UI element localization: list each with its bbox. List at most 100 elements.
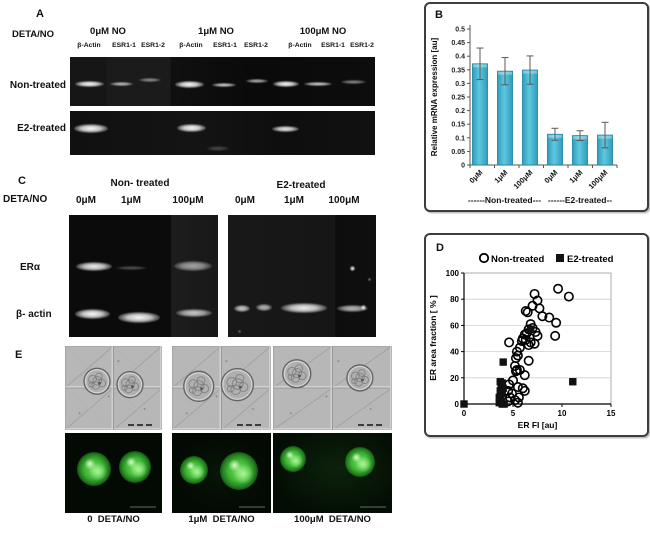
brightfield-image-1um	[172, 346, 271, 430]
svg-text:Relative mRNA expression [au]: Relative mRNA expression [au]	[430, 37, 439, 156]
svg-text:0: 0	[462, 409, 467, 418]
gel-band	[174, 261, 212, 271]
fluorescent-cell-blob	[220, 451, 259, 490]
panel-b-label: B	[435, 9, 443, 21]
er-scatter-chart: 0 20 40 60 80 100 0 5 10 15 Non-treated E2-treated E…	[428, 252, 616, 430]
svg-text:0.4: 0.4	[455, 54, 465, 61]
dose-label: 100μM	[172, 195, 204, 206]
svg-text:15: 15	[607, 409, 616, 418]
svg-text:0.45: 0.45	[451, 40, 465, 47]
fluorescence-image-1um	[172, 433, 271, 513]
gel-band	[234, 305, 250, 312]
svg-text:0.2: 0.2	[455, 108, 465, 115]
lane-label: ESR1-2	[244, 42, 268, 49]
gel-band	[139, 78, 161, 82]
svg-text:20: 20	[450, 374, 459, 383]
brightfield-image-0um	[65, 346, 162, 430]
gel-band	[361, 305, 366, 310]
panel-c-group-non-treated: Non- treated	[110, 178, 170, 189]
svg-text:0.05: 0.05	[451, 149, 465, 156]
gel-band	[350, 266, 355, 271]
row-label-beta-actin: β- actin	[16, 309, 52, 320]
gel-band	[74, 124, 108, 133]
panel-a-group-100um: 100μM NO	[299, 26, 347, 37]
mrna-bar-chart: 0 0.05 0.1 0.15 0.2 0.25 0.3 0.35 0.4 0.45 0.5 0μM 1…	[430, 25, 618, 205]
svg-text:100: 100	[446, 269, 460, 278]
fluorescent-cell-blob	[179, 455, 208, 484]
gel-band	[75, 309, 110, 319]
gel-band	[281, 303, 327, 313]
caption-0-deta-no: 0 DETA/NO	[87, 514, 140, 525]
svg-text:80: 80	[450, 295, 459, 304]
fluorescence-image-0um	[65, 433, 162, 513]
svg-text:Non-treated: Non-treated	[491, 254, 545, 265]
lane-label: β-Actin	[179, 42, 203, 49]
gel-band	[341, 80, 366, 84]
svg-text:0μM: 0μM	[542, 168, 559, 185]
panel-a-deta-no-label: DETA/NO	[12, 29, 55, 40]
fluorescent-cell-blob	[344, 446, 375, 477]
fluorescent-cell-blob	[280, 445, 307, 472]
svg-text:40: 40	[450, 348, 459, 357]
gel-image-a-non-treated	[70, 57, 375, 106]
panel-c-group-e2-treated: E2-treated	[276, 180, 326, 191]
gel-band	[76, 262, 112, 271]
gel-band	[118, 312, 160, 323]
dose-label: 0μM	[234, 195, 255, 206]
lane-label: ESR1-1	[321, 42, 345, 49]
svg-text:0.15: 0.15	[451, 122, 465, 129]
svg-text:1μM: 1μM	[492, 168, 509, 185]
dose-label: 0μM	[75, 195, 96, 206]
gel-band	[116, 266, 147, 270]
gel-band	[337, 305, 368, 312]
panel-a-group-0um: 0μM NO	[90, 26, 126, 37]
lane-label: β-Actin	[77, 42, 101, 49]
svg-text:0: 0	[455, 400, 460, 409]
caption-1um-deta-no: 1μM DETA/NO	[188, 514, 255, 525]
gel-band	[75, 81, 104, 87]
lane-label: β-Actin	[288, 42, 312, 49]
svg-text:0μM: 0μM	[467, 168, 484, 185]
fluorescent-cell-blob	[77, 452, 112, 486]
lane-label: ESR1-2	[141, 42, 165, 49]
gel-image-c-e2-treated	[228, 215, 376, 337]
panel-d-frame: D 0 20 40 60 80 100 0 5 10 15 Non-treated E2-treate…	[424, 233, 649, 437]
gel-image-a-e2-treated	[70, 111, 375, 155]
svg-text:100μM: 100μM	[587, 168, 610, 191]
svg-text:ER FI [au]: ER FI [au]	[518, 420, 558, 430]
panel-e-label: E	[15, 349, 23, 361]
gel-band	[212, 83, 236, 87]
gel-band	[368, 278, 371, 281]
gel-band	[238, 330, 241, 333]
svg-text:0: 0	[461, 163, 465, 170]
lane-label: ESR1-1	[213, 42, 237, 49]
fluorescent-cell-blob	[118, 450, 151, 483]
gel-band	[272, 126, 299, 132]
gel-band	[207, 146, 229, 151]
svg-text:0.25: 0.25	[451, 95, 465, 102]
panel-a-group-1um: 1μM NO	[198, 26, 234, 37]
panel-c-label: C	[18, 175, 26, 187]
svg-text:60: 60	[450, 321, 459, 330]
gel-band	[110, 82, 133, 86]
svg-text:0.35: 0.35	[451, 67, 465, 74]
gel-band	[304, 82, 332, 86]
svg-text:ER area fraction [ % ]: ER area fraction [ % ]	[428, 295, 438, 381]
gel-band	[273, 81, 299, 87]
panel-b-frame: B 0 0.05 0.1 0.15 0.2 0.25 0.3 0.35 0.4 0.45 0.5 0μ…	[424, 2, 649, 212]
gel-image-c-non-treated	[69, 215, 218, 337]
row-label-non-treated: Non-treated	[9, 80, 66, 91]
lane-label: ESR1-1	[112, 42, 136, 49]
gel-band	[175, 81, 204, 88]
fluorescence-image-100um	[273, 433, 392, 513]
svg-text:E2-treated: E2-treated	[567, 254, 614, 265]
panel-d-label: D	[436, 242, 444, 254]
panel-a-label: A	[36, 8, 44, 20]
row-label-e2-treated: E2-treated	[17, 123, 66, 134]
gel-band	[246, 79, 268, 83]
dose-label: 100μM	[328, 195, 360, 206]
svg-text:1μM: 1μM	[567, 168, 584, 185]
dose-label: 1μM	[120, 195, 141, 206]
svg-text:------E2-treated--: ------E2-treated--	[548, 195, 612, 205]
